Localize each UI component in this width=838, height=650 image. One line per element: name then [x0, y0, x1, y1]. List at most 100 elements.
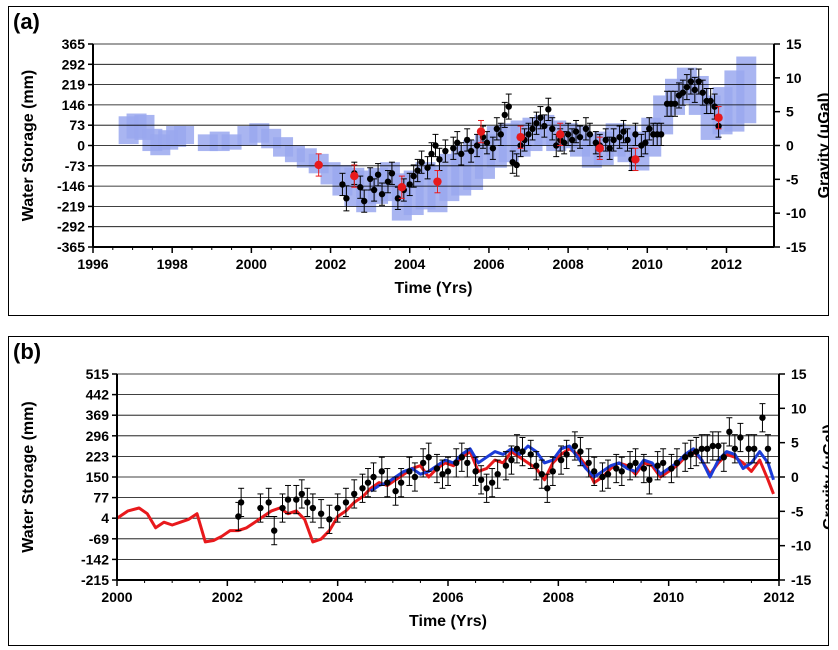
chart-a-x-tick-label: 2008 [553, 256, 584, 272]
chart-a-points-layer [314, 68, 723, 213]
chart-a-data-point [529, 125, 536, 133]
chart-b-data-point [557, 456, 565, 464]
chart-a-data-point [549, 125, 556, 133]
chart-a-y-tick-label: -219 [57, 198, 85, 214]
chart-b-data-point [444, 468, 452, 475]
chart-a-data-point [339, 181, 346, 188]
chart-a-y-tick-label: 73 [69, 117, 85, 133]
chart-a-data-point [370, 186, 378, 194]
chart-a-red-data-point [350, 171, 359, 181]
chart-a-data-point [657, 131, 665, 138]
chart-b-data-point [425, 454, 432, 461]
chart-a-x-tick-label: 2000 [236, 256, 267, 272]
chart-b-y2-tick-label: -10 [791, 538, 811, 554]
chart-b-y-tick-label: -142 [81, 551, 109, 567]
chart-a-y-tick-label: 0 [77, 138, 85, 154]
chart-a-y2-tick-label: -15 [786, 239, 806, 255]
chart-b-y-tick-label: 515 [86, 366, 110, 382]
chart-b-data-point [590, 468, 598, 475]
chart-a-y2-tick-label: 15 [786, 36, 802, 52]
chart-a-panel-label: (a) [13, 9, 40, 34]
chart-b-data-point [533, 462, 540, 469]
chart-b-data-point [406, 468, 413, 475]
chart-a-red-data-point [595, 144, 604, 153]
chart-b-data-point [715, 442, 722, 450]
chart-a-data-point [450, 145, 457, 152]
chart-b-data-point [599, 473, 606, 481]
chart-a-red-data-point [476, 127, 486, 136]
chart-b-data-point [483, 485, 490, 492]
chart-b-panel-label: (b) [13, 339, 41, 364]
chart-b-data-point [571, 442, 579, 450]
chart-b-data-point [433, 465, 441, 472]
chart-a-data-point [436, 156, 443, 163]
chart-a-svg: 365 292 219 146 73 0 -73 -146 -219 -292 -365 15 10 5 0… [13, 9, 828, 297]
chart-b-data-point [477, 476, 485, 484]
chart-a-data-point [572, 128, 580, 135]
chart-a-data-point [357, 184, 364, 191]
chart-b-data-point [709, 442, 716, 450]
chart-b-data-point [668, 465, 675, 472]
chart-a-y-tick-label: 219 [62, 77, 86, 93]
chart-a-data-point [366, 175, 374, 183]
chart-a-y2-tick-label: 5 [786, 104, 794, 120]
chart-a-data-point [463, 136, 471, 144]
chart-b-data-point [682, 454, 689, 461]
chart-b-x-axis-title: Time (Yrs) [409, 613, 487, 630]
chart-b-data-point [704, 445, 711, 452]
chart-b-data-point [646, 476, 653, 484]
chart-b-data-point [384, 479, 391, 486]
chart-a-data-point [442, 147, 449, 155]
chart-a-data-point [410, 172, 417, 180]
chart-a-data-point [497, 131, 505, 138]
chart-a-data-point [513, 161, 520, 169]
chart-b-x-tick-label: 2000 [101, 589, 132, 605]
chart-a-data-point [582, 125, 590, 133]
chart-b-svg: 515 442 369 296 223 150 77 4 -69 -142 -215 15 10 5 0 -5… [13, 339, 828, 630]
chart-a-data-point [564, 131, 572, 138]
chart-b-data-point [334, 504, 341, 512]
chart-a-x-tick-label: 2006 [473, 256, 504, 272]
chart-a-data-point [620, 128, 627, 135]
chart-b-data-point [419, 459, 427, 467]
chart-b-x-tick-label: 2006 [432, 589, 463, 605]
chart-a-data-point [671, 100, 679, 107]
chart-b-data-point [731, 445, 739, 452]
chart-b-data-point [577, 448, 584, 455]
chart-b-y-tick-label: 4 [101, 510, 109, 526]
chart-b-data-point [265, 499, 272, 506]
chart-a-axes-layer [88, 43, 780, 253]
chart-a-data-point [533, 120, 540, 127]
chart-b-x-tick-label: 2004 [322, 589, 353, 605]
chart-b-points-layer [235, 403, 772, 546]
chart-b-data-point [502, 462, 510, 469]
chart-a-data-point [361, 197, 368, 205]
chart-a-y-tick-label: 365 [62, 36, 86, 52]
chart-b-data-point [453, 459, 460, 467]
chart-a-data-point [695, 78, 702, 85]
chart-a-y2-tick-label: -5 [786, 171, 799, 187]
chart-a-data-point [691, 86, 699, 94]
chart-a-x-tick-label: 2012 [711, 256, 742, 272]
chart-b-data-point [563, 451, 570, 458]
chart-a-data-point [586, 131, 594, 138]
chart-a-red-data-point [714, 113, 723, 122]
chart-b-data-point [513, 445, 521, 452]
chart-a-x-tick-label: 1998 [157, 256, 188, 272]
chart-a-data-point [467, 147, 475, 155]
chart-a-data-point [483, 139, 491, 146]
chart-a-data-point [378, 190, 386, 198]
chart-a-data-point [576, 133, 584, 141]
chart-a-data-point [606, 145, 613, 152]
chart-b-data-point [351, 490, 358, 498]
chart-b-y-tick-label: 296 [86, 428, 110, 444]
chart-b-data-point [364, 479, 372, 486]
chart-a-red-data-point [314, 160, 323, 170]
chart-b-y-tick-label: -215 [81, 572, 109, 588]
chart-b-data-point [764, 445, 772, 452]
chart-b-data-point [326, 516, 333, 523]
chart-b-data-point [284, 496, 292, 503]
chart-b-data-point [519, 448, 526, 455]
chart-a-data-point [610, 136, 617, 144]
chart-b-data-point [673, 459, 681, 467]
